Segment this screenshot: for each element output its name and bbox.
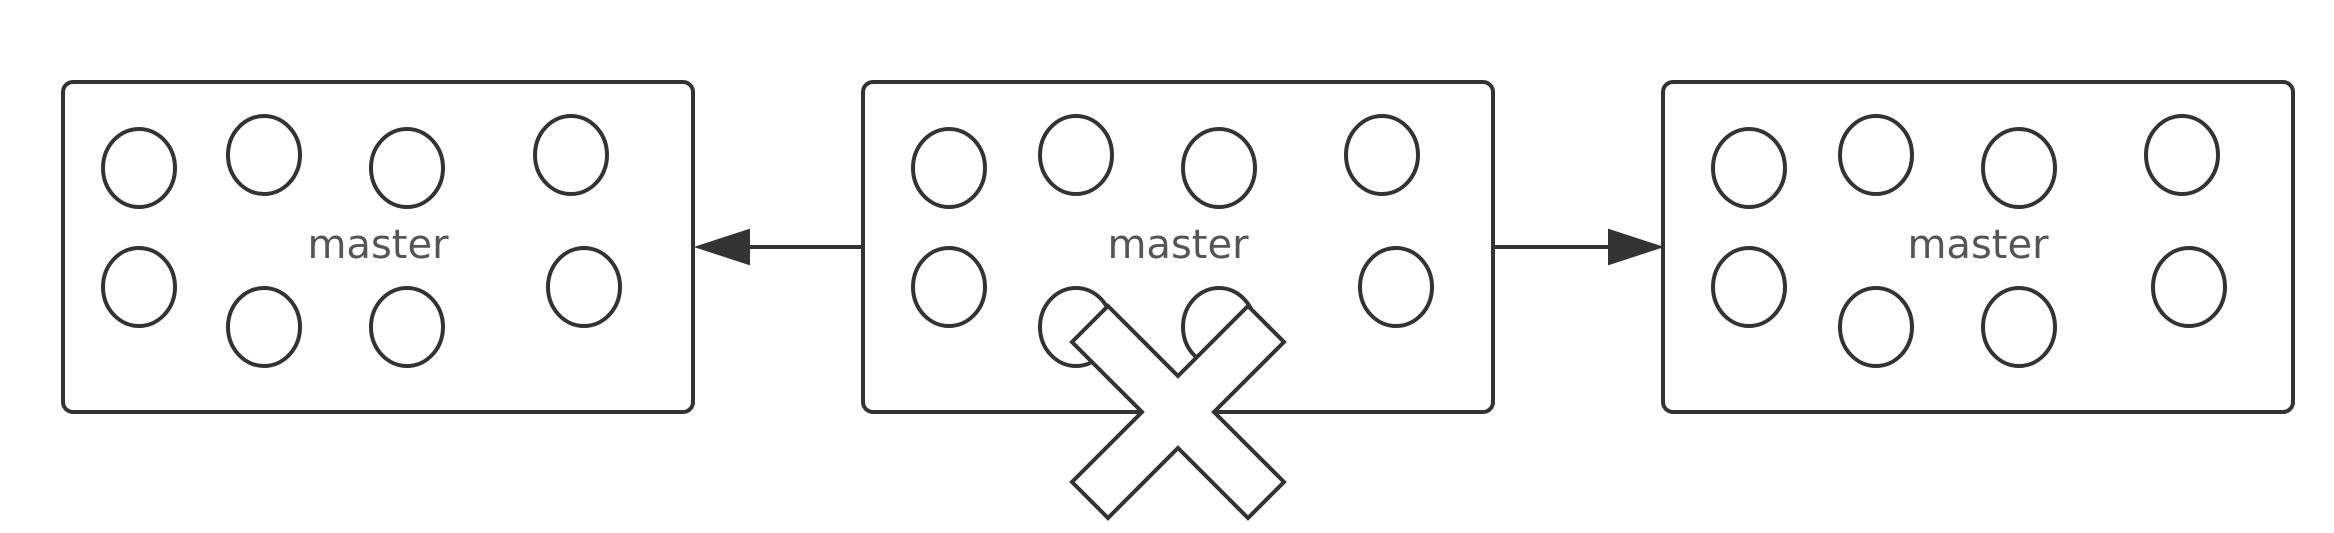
node-group [1711, 114, 2227, 368]
node-circle [226, 114, 302, 196]
node-circle [2151, 246, 2227, 328]
x-cross-icon [1069, 303, 1287, 521]
node-circle [101, 127, 177, 209]
node-circle [369, 286, 445, 368]
node-circle [1181, 127, 1257, 209]
arrow-head-icon [1608, 228, 1665, 266]
node-circle [911, 246, 987, 328]
node-circle [1711, 127, 1787, 209]
node-circle [1344, 114, 1420, 196]
failure-mark [1069, 303, 1287, 521]
arrow-to-left [693, 228, 863, 266]
node-circle [911, 127, 987, 209]
node-circle [1981, 286, 2057, 368]
node-circle [1838, 286, 1914, 368]
node-circle [533, 114, 609, 196]
master-box-center: master [861, 80, 1495, 414]
node-circle [1711, 246, 1787, 328]
node-circle [1838, 114, 1914, 196]
node-circle [369, 127, 445, 209]
node-circle [546, 246, 622, 328]
box-label: master [307, 222, 449, 268]
node-circle [1358, 246, 1434, 328]
node-circle [2144, 114, 2220, 196]
node-circle [1038, 114, 1114, 196]
box-label: master [1107, 222, 1249, 268]
node-group [101, 114, 622, 368]
box-label: master [1907, 222, 2049, 268]
node-circle [101, 246, 177, 328]
master-box-right: master [1661, 80, 2295, 414]
arrow-to-right [1493, 228, 1665, 266]
node-circle [226, 286, 302, 368]
master-box-left: master [61, 80, 695, 414]
arrow-head-icon [693, 228, 750, 266]
node-circle [1981, 127, 2057, 209]
